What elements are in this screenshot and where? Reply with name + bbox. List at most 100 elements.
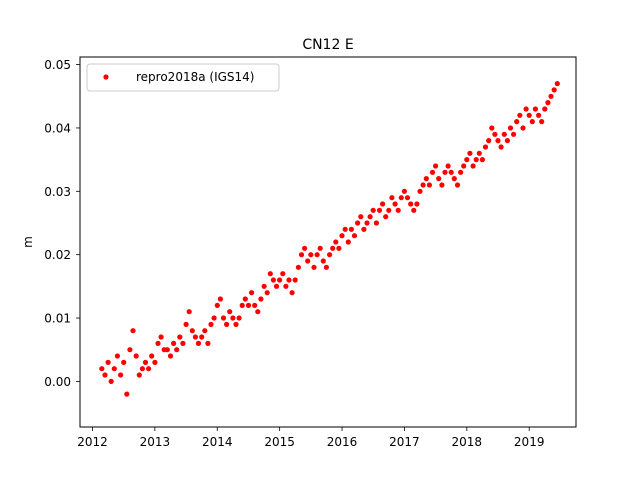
data-point [292,277,298,283]
data-point [542,106,548,112]
data-point [323,264,329,270]
data-point [121,359,127,365]
data-point [433,163,439,169]
data-point [554,81,560,87]
data-point [358,214,364,220]
data-point [155,340,161,346]
data-point [118,372,124,378]
data-point [139,366,145,372]
data-point [476,150,482,156]
data-point [149,353,155,359]
data-point [136,372,142,378]
data-point [258,296,264,302]
data-point [99,366,105,372]
data-point [404,195,411,201]
data-point [439,182,445,188]
data-point [255,309,261,315]
data-point [473,157,479,163]
data-point [264,290,270,296]
data-point [361,226,367,232]
data-point [273,283,280,289]
data-point [270,277,276,283]
data-point [267,271,273,277]
data-point [314,252,320,258]
y-tick-label: 0.01 [44,312,71,326]
data-point [133,353,139,359]
data-point [355,220,361,226]
data-point [183,321,189,327]
chart-title: CN12 E [302,37,353,53]
data-point [142,359,149,365]
data-point [336,245,342,251]
data-point [408,201,414,207]
data-point [280,271,286,277]
data-point [305,258,311,264]
data-point [420,182,426,188]
data-point [545,100,551,106]
data-point [498,144,504,150]
data-point [383,214,389,220]
data-point [370,207,376,213]
data-point [164,347,170,353]
data-point [205,340,211,346]
data-point [333,239,339,245]
data-point [414,201,420,207]
data-point [308,252,314,258]
data-point [298,252,305,258]
data-point [108,378,114,384]
data-point [214,302,220,308]
x-tick-label: 2017 [389,435,420,449]
data-point [507,125,514,131]
data-point [174,347,180,353]
data-point [277,277,283,283]
data-point [342,226,348,232]
data-point [532,106,539,112]
data-point [105,359,111,365]
data-point [211,315,217,321]
data-point [348,226,354,232]
data-point [208,321,214,327]
x-tick-label: 2012 [77,435,108,449]
data-point [339,233,345,239]
data-point [486,138,492,144]
x-tick-label: 2015 [264,435,295,449]
data-point [429,169,436,175]
y-tick-label: 0.04 [44,121,71,135]
data-point [242,296,248,302]
data-point [376,207,383,213]
data-point [479,157,485,163]
data-point [311,264,317,270]
data-point [330,245,336,251]
data-point [146,366,152,372]
data-point [426,182,432,188]
data-point [517,112,523,118]
data-point [351,233,358,239]
data-point [195,340,202,346]
data-point [386,207,392,213]
x-axis: 2012 2013 2014 2015 2016 2017 2018 2019 [77,427,544,449]
data-point [364,220,370,226]
data-points [99,81,560,397]
data-point [217,296,223,302]
x-tick-label: 2013 [140,435,171,449]
data-point [189,328,195,334]
data-point [302,245,308,251]
data-point [423,176,429,182]
data-point [286,277,292,283]
data-point [501,131,507,137]
data-point [233,321,239,327]
data-point [367,214,373,220]
data-point [411,207,417,213]
data-point [114,353,120,359]
legend: repro2018a (IGS14) [86,63,280,92]
data-point [252,302,258,308]
y-axis-label: m [21,236,35,248]
data-point [295,264,301,270]
data-point [458,169,464,175]
data-point [283,283,289,289]
data-point [124,391,130,397]
data-point [380,201,386,207]
data-point [152,359,158,365]
data-point [345,239,351,245]
